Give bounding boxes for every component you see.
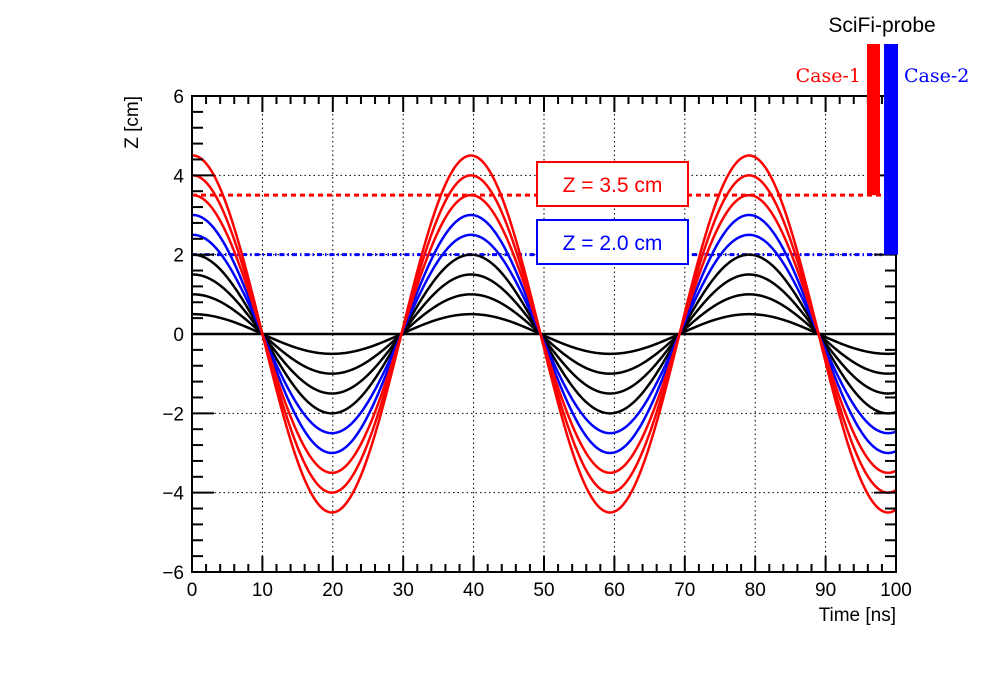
y-tick-label: −2 bbox=[162, 404, 184, 425]
probe-bars bbox=[867, 44, 898, 255]
x-tick-label: 20 bbox=[322, 580, 343, 601]
x-tick-label: 70 bbox=[674, 580, 695, 601]
y-tick-label: 6 bbox=[173, 87, 184, 108]
x-tick-label: 80 bbox=[745, 580, 766, 601]
tick-labels: 0 10 20 30 40 50 60 70 80 90 100 −6 −4 −2 0 2 4 6 bbox=[162, 87, 912, 601]
threshold-box-3-5 bbox=[536, 161, 689, 207]
threshold-label-3-5: Z = 3.5 cm bbox=[563, 174, 663, 197]
x-tick-label: 30 bbox=[393, 580, 414, 601]
threshold-label-2-0: Z = 2.0 cm bbox=[563, 232, 663, 255]
y-tick-label: 2 bbox=[173, 246, 184, 267]
probe-bar-case-1 bbox=[867, 44, 880, 196]
x-tick-label: 90 bbox=[815, 580, 836, 601]
y-tick-label: 0 bbox=[173, 325, 184, 346]
x-tick-label: 100 bbox=[880, 580, 912, 601]
x-tick-label: 50 bbox=[533, 580, 554, 601]
y-tick-label: −6 bbox=[162, 563, 184, 584]
y-axis-title: Z [cm] bbox=[122, 96, 143, 149]
threshold-box-2-0 bbox=[536, 219, 689, 265]
probe-title: SciFi-probe bbox=[828, 14, 935, 37]
case-2-label: Case-2 bbox=[904, 65, 969, 87]
x-tick-label: 60 bbox=[604, 580, 625, 601]
x-tick-label: 0 bbox=[187, 580, 198, 601]
x-tick-label: 10 bbox=[252, 580, 273, 601]
x-tick-label: 40 bbox=[463, 580, 484, 601]
case-1-label: Case-1 bbox=[796, 65, 861, 87]
x-axis-title: Time [ns] bbox=[819, 605, 896, 626]
curves bbox=[192, 154, 897, 514]
y-tick-label: 4 bbox=[173, 166, 184, 187]
y-tick-label: −4 bbox=[162, 484, 184, 505]
probe-bar-case-2 bbox=[884, 44, 898, 255]
series-line bbox=[192, 154, 897, 514]
